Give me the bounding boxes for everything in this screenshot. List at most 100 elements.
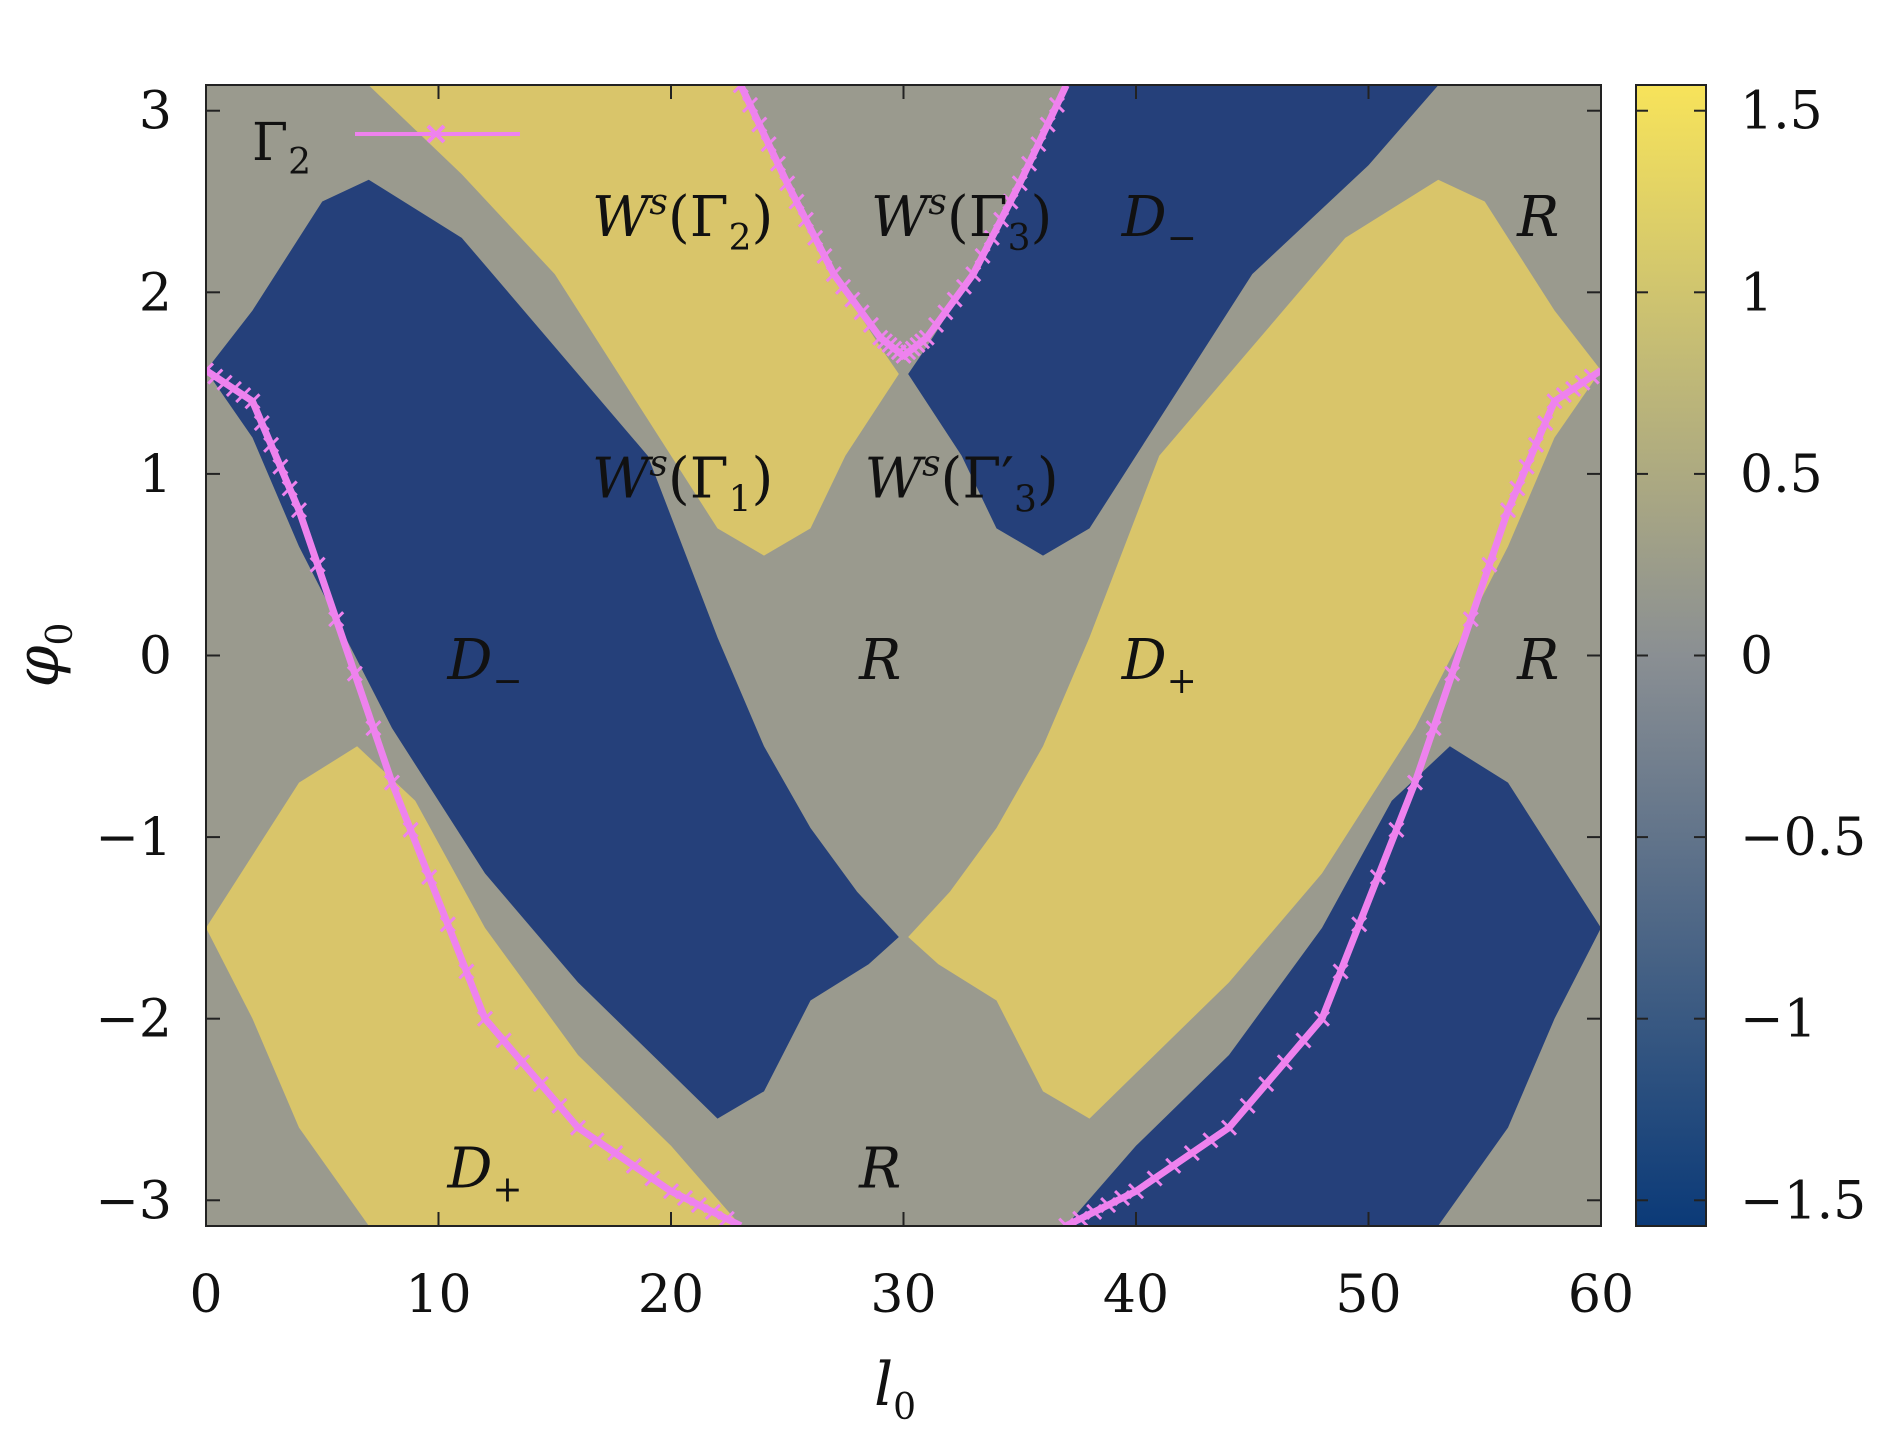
heatmap-regions bbox=[206, 85, 1601, 1226]
gamma2-marker bbox=[769, 155, 787, 172]
gamma2-marker bbox=[225, 380, 242, 397]
gamma2-marker bbox=[1048, 96, 1066, 113]
gamma2-marker bbox=[1406, 774, 1424, 791]
gamma2-marker bbox=[760, 136, 777, 153]
gamma2-marker bbox=[1351, 916, 1368, 933]
gamma2-marker bbox=[1313, 1010, 1331, 1027]
gamma2-marker bbox=[402, 821, 419, 838]
colorbar-tick-label: 1.5 bbox=[1740, 82, 1823, 142]
gamma2-marker bbox=[816, 247, 833, 265]
gamma2-marker bbox=[281, 480, 298, 497]
gamma2-marker bbox=[965, 266, 982, 283]
gamma2-marker bbox=[206, 362, 215, 379]
gamma2-marker bbox=[495, 1032, 512, 1049]
legend-marker bbox=[426, 124, 446, 144]
gamma2-marker bbox=[1258, 1076, 1275, 1093]
gamma2-marker bbox=[718, 1210, 735, 1226]
gamma2-marker bbox=[439, 916, 456, 933]
region-label: Ws(Γ2) bbox=[592, 182, 774, 259]
gamma2-marker bbox=[1388, 821, 1405, 838]
gamma2-marker bbox=[918, 329, 935, 346]
y-axis-label: φ0 bbox=[3, 623, 81, 688]
gamma2-marker bbox=[1332, 963, 1349, 980]
region-label: Ws(Γ′3) bbox=[865, 444, 1059, 521]
plot-area bbox=[206, 85, 1601, 1226]
gamma2-marker bbox=[551, 1097, 568, 1114]
gamma2-marker bbox=[1518, 458, 1535, 475]
colorbar-tick-label: −1.5 bbox=[1740, 1171, 1866, 1231]
gamma2-marker bbox=[1565, 380, 1582, 397]
gamma2-marker bbox=[514, 1054, 531, 1071]
colorbar: −1.5 −1 −0.5 0 0.5 1 1.5 bbox=[1635, 82, 1866, 1231]
gamma2-marker bbox=[625, 1157, 642, 1174]
gamma2-marker bbox=[1030, 136, 1047, 153]
x-tick-label: 0 bbox=[189, 1265, 222, 1325]
gamma2-marker bbox=[844, 291, 861, 308]
x-tick-label: 30 bbox=[870, 1265, 936, 1325]
gamma2-marker bbox=[1583, 368, 1600, 385]
gamma2-marker bbox=[588, 1132, 605, 1149]
x-axis-label: l0 bbox=[874, 1350, 916, 1428]
gamma2-marker bbox=[704, 1203, 721, 1220]
gamma2-marker bbox=[1499, 502, 1517, 519]
gamma2-marker bbox=[779, 175, 796, 192]
gamma2-marker bbox=[993, 211, 1010, 228]
y-tick-label: −3 bbox=[95, 1171, 172, 1231]
region-label: D+ bbox=[446, 1137, 522, 1211]
gamma2-marker bbox=[263, 436, 280, 453]
gamma2-marker bbox=[644, 1170, 661, 1187]
gamma2-marker bbox=[1011, 175, 1028, 192]
gamma2-marker bbox=[1100, 1196, 1117, 1214]
gamma2-marker bbox=[346, 665, 363, 682]
gamma2-marker bbox=[946, 291, 963, 308]
y-axis-ticks: −3 −2 −1 0 1 2 3 bbox=[95, 82, 1601, 1231]
gamma2-marker bbox=[1546, 393, 1563, 410]
gamma2-marker bbox=[1555, 387, 1572, 404]
colorbar-tick-label: −0.5 bbox=[1740, 808, 1866, 868]
y-tick-label: 3 bbox=[139, 82, 172, 142]
gamma2-marker bbox=[1239, 1097, 1256, 1114]
region-label: Ws(Γ3) bbox=[871, 182, 1053, 259]
gamma2-marker bbox=[476, 1010, 494, 1027]
gamma2-marker bbox=[421, 868, 438, 886]
gamma2-marker bbox=[216, 374, 233, 391]
y-tick-label: 0 bbox=[139, 627, 172, 687]
gamma2-marker bbox=[853, 304, 870, 321]
gamma2-marker bbox=[383, 774, 401, 791]
gamma2-marker bbox=[244, 393, 261, 410]
gamma2-marker bbox=[1537, 414, 1554, 432]
gamma2-marker bbox=[1002, 193, 1019, 210]
gamma2-marker bbox=[1509, 480, 1526, 497]
gamma2-marker bbox=[974, 247, 991, 265]
gamma2-marker bbox=[290, 502, 308, 519]
region-label: R bbox=[858, 1137, 901, 1202]
gamma2-marker bbox=[788, 193, 805, 210]
gamma2-curves bbox=[206, 85, 1601, 1226]
negative-band-left bbox=[206, 179, 899, 1119]
gamma2-marker bbox=[862, 316, 880, 334]
gamma2-marker bbox=[1276, 1054, 1293, 1071]
gamma2-marker bbox=[741, 96, 759, 113]
x-axis-ticks: 0 10 20 30 40 50 60 bbox=[189, 85, 1634, 1325]
gamma2-marker bbox=[272, 458, 289, 475]
colorbar-tick-label: −1 bbox=[1740, 990, 1817, 1050]
region-label: D+ bbox=[1121, 628, 1197, 702]
positive-region-top-left bbox=[368, 85, 899, 556]
gamma2-marker bbox=[1527, 436, 1544, 453]
gamma2-marker bbox=[607, 1145, 624, 1162]
gamma2-marker bbox=[1113, 1190, 1131, 1207]
gamma2-marker bbox=[253, 414, 270, 432]
gamma2-marker bbox=[1020, 155, 1038, 172]
colorbar-tick-label: 0.5 bbox=[1740, 445, 1823, 505]
region-label: D− bbox=[1121, 185, 1197, 259]
gamma2-marker bbox=[807, 229, 824, 246]
gamma2-marker bbox=[532, 1076, 549, 1093]
gamma2-marker bbox=[834, 278, 852, 295]
gamma2-marker bbox=[1086, 1203, 1103, 1220]
gamma2-marker bbox=[328, 611, 345, 628]
gamma2-marker bbox=[1183, 1145, 1200, 1162]
region-label: R bbox=[1516, 185, 1559, 250]
gamma2-marker bbox=[676, 1190, 694, 1207]
y-tick-label: −2 bbox=[95, 990, 172, 1050]
gamma2-marker bbox=[1202, 1132, 1219, 1149]
